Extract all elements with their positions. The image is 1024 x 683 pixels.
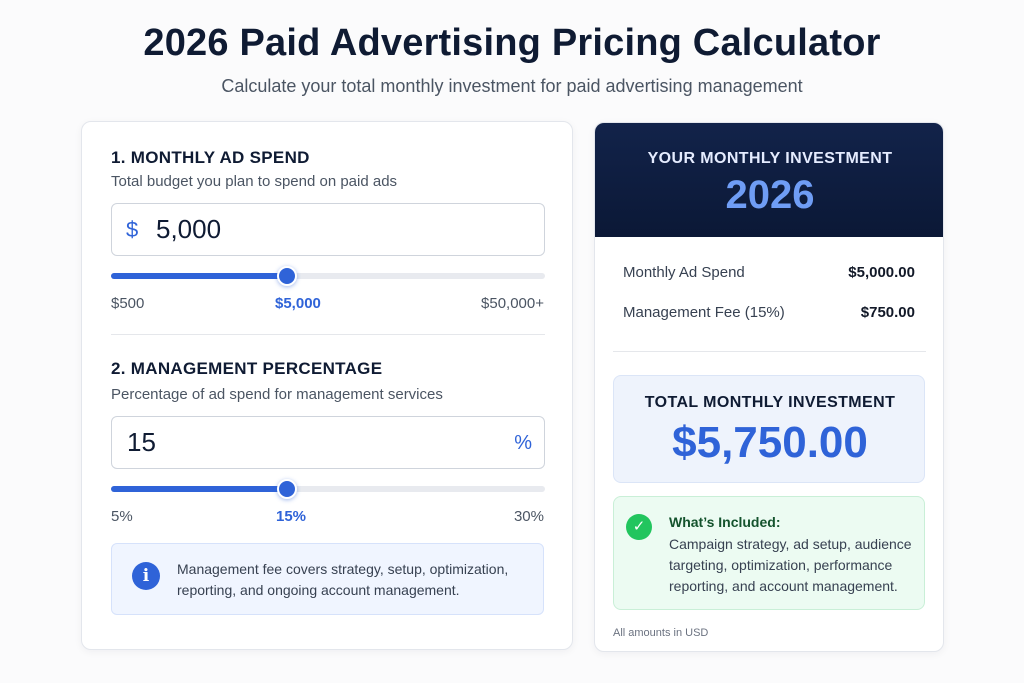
check-circle-icon: ✓ — [626, 514, 652, 540]
dollar-sign-icon: $ — [126, 217, 139, 242]
total-investment-label: TOTAL MONTHLY INVESTMENT — [644, 394, 896, 411]
summary-header: YOUR MONTHLY INVESTMENT 2026 — [595, 123, 943, 237]
ad-spend-min-label: $500 — [111, 295, 145, 312]
management-slider-fill — [111, 486, 287, 492]
investment-summary-card: YOUR MONTHLY INVESTMENT 2026 Monthly Ad … — [594, 122, 944, 652]
summary-divider — [613, 351, 926, 352]
ad-spend-input-box[interactable]: $ — [111, 203, 545, 256]
management-percentage-input[interactable] — [127, 427, 327, 458]
ad-spend-description: Total budget you plan to spend on paid a… — [111, 173, 398, 190]
info-callout: i Management fee covers strategy, setup,… — [111, 543, 544, 615]
management-slider-track — [111, 486, 545, 492]
management-fee-row-label: Management Fee (15%) — [623, 304, 785, 321]
currency-footnote: All amounts in USD — [613, 627, 709, 639]
summary-header-label: YOUR MONTHLY INVESTMENT — [647, 150, 893, 167]
info-icon: i — [132, 562, 160, 590]
ad-spend-section-title: 1. MONTHLY AD SPEND — [111, 148, 310, 167]
info-text: Management fee covers strategy, setup, o… — [177, 561, 509, 598]
section-divider — [111, 334, 545, 335]
ad-spend-slider-fill — [111, 273, 287, 279]
management-current-label: 15% — [276, 508, 307, 525]
total-investment-value: $5,750.00 — [672, 418, 868, 467]
management-slider[interactable] — [111, 479, 545, 499]
management-fee-row-value: $750.00 — [860, 304, 915, 321]
ad-spend-row-value: $5,000.00 — [848, 264, 915, 281]
whats-included-box: ✓ What’s Included: Campaign strategy, ad… — [613, 496, 925, 610]
ad-spend-slider[interactable] — [111, 266, 545, 286]
ad-spend-input[interactable] — [156, 214, 356, 245]
percent-sign-icon: % — [514, 432, 532, 454]
total-investment-box: TOTAL MONTHLY INVESTMENT $5,750.00 — [613, 375, 925, 483]
whats-included-title: What’s Included: — [669, 514, 781, 530]
management-section-title: 2. MANAGEMENT PERCENTAGE — [111, 359, 383, 378]
summary-header-value: 2026 — [725, 173, 815, 217]
ad-spend-slider-track — [111, 273, 545, 279]
management-input-box[interactable]: % — [111, 416, 545, 469]
page-title: 2026 Paid Advertising Pricing Calculator — [143, 22, 881, 64]
ad-spend-slider-handle[interactable] — [277, 266, 297, 286]
ad-spend-max-label: $50,000+ — [481, 295, 544, 312]
page-subtitle: Calculate your total monthly investment … — [221, 76, 803, 96]
ad-spend-row-label: Monthly Ad Spend — [623, 264, 745, 281]
management-slider-handle[interactable] — [277, 479, 297, 499]
management-description: Percentage of ad spend for management se… — [111, 386, 443, 403]
calculator-input-card: 1. MONTHLY AD SPEND Total budget you pla… — [81, 121, 573, 650]
whats-included-text: Campaign strategy, ad setup, audience ta… — [669, 536, 912, 594]
management-min-label: 5% — [111, 508, 133, 525]
ad-spend-current-label: $5,000 — [275, 295, 321, 312]
management-max-label: 30% — [513, 508, 544, 525]
